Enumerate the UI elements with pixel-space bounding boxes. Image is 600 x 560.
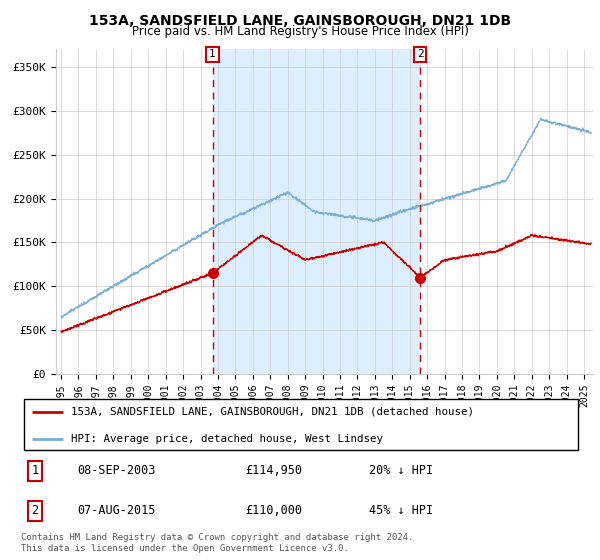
Text: Contains HM Land Registry data © Crown copyright and database right 2024.
This d: Contains HM Land Registry data © Crown c…: [21, 533, 413, 553]
Text: 2: 2: [31, 505, 38, 517]
Text: 07-AUG-2015: 07-AUG-2015: [77, 505, 155, 517]
Text: HPI: Average price, detached house, West Lindsey: HPI: Average price, detached house, West…: [71, 434, 383, 444]
Text: 20% ↓ HPI: 20% ↓ HPI: [369, 464, 433, 478]
Text: £110,000: £110,000: [245, 505, 302, 517]
Text: 2: 2: [417, 49, 424, 59]
FancyBboxPatch shape: [24, 399, 578, 450]
Text: 153A, SANDSFIELD LANE, GAINSBOROUGH, DN21 1DB: 153A, SANDSFIELD LANE, GAINSBOROUGH, DN2…: [89, 14, 511, 28]
Text: 1: 1: [31, 464, 38, 478]
Text: 45% ↓ HPI: 45% ↓ HPI: [369, 505, 433, 517]
Text: Price paid vs. HM Land Registry's House Price Index (HPI): Price paid vs. HM Land Registry's House …: [131, 25, 469, 38]
Text: 08-SEP-2003: 08-SEP-2003: [77, 464, 155, 478]
Bar: [212, 49, 420, 374]
Text: £114,950: £114,950: [245, 464, 302, 478]
Text: 153A, SANDSFIELD LANE, GAINSBOROUGH, DN21 1DB (detached house): 153A, SANDSFIELD LANE, GAINSBOROUGH, DN2…: [71, 407, 475, 417]
Text: 1: 1: [209, 49, 216, 59]
